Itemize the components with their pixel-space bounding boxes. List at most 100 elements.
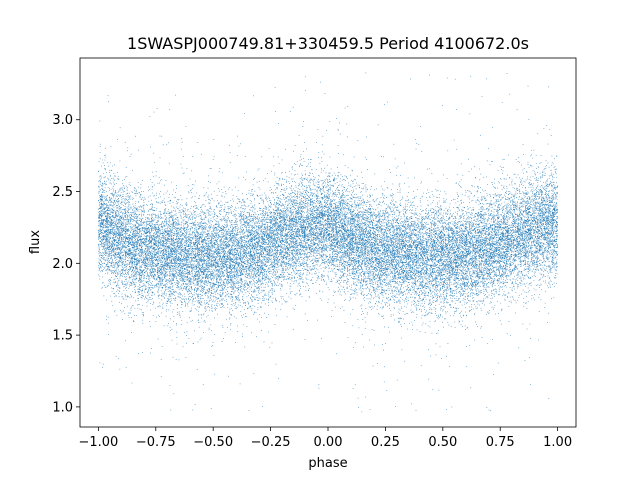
data-point — [515, 267, 517, 269]
data-point — [210, 273, 212, 274]
data-point — [296, 218, 297, 220]
data-point — [266, 265, 268, 266]
data-point — [260, 280, 261, 282]
data-point — [365, 308, 367, 309]
data-point — [328, 268, 330, 269]
data-point — [443, 201, 444, 203]
data-point — [189, 216, 190, 217]
data-point — [432, 268, 433, 269]
data-point — [375, 238, 376, 240]
data-point — [168, 231, 170, 233]
data-point — [537, 172, 539, 173]
data-point — [127, 296, 129, 298]
data-point — [494, 248, 496, 250]
data-point — [381, 261, 383, 262]
data-point — [264, 270, 266, 271]
data-point — [169, 385, 171, 386]
data-point — [234, 271, 236, 273]
data-point — [200, 251, 202, 252]
data-point — [477, 185, 479, 187]
data-point — [304, 237, 305, 238]
data-point — [263, 272, 265, 274]
data-point — [212, 342, 214, 343]
data-point — [408, 253, 409, 254]
data-point — [482, 283, 483, 284]
data-point — [379, 280, 381, 282]
data-point — [454, 289, 456, 291]
data-point — [366, 298, 368, 300]
data-point — [312, 232, 313, 233]
data-point — [454, 263, 456, 264]
data-point — [339, 202, 341, 204]
data-point — [132, 221, 134, 222]
data-point — [526, 235, 528, 237]
data-point — [276, 252, 278, 254]
data-point — [275, 267, 277, 269]
data-point — [375, 236, 377, 238]
data-point — [264, 275, 266, 277]
data-point — [427, 200, 429, 202]
data-point — [111, 277, 113, 279]
data-point — [420, 294, 422, 295]
data-point — [174, 273, 176, 275]
data-point — [470, 289, 471, 291]
data-point — [121, 255, 123, 256]
data-point — [430, 291, 431, 292]
data-point — [116, 271, 117, 273]
data-point — [207, 278, 209, 280]
data-point — [180, 240, 181, 242]
data-point — [252, 277, 254, 279]
data-point — [551, 201, 553, 202]
data-point — [446, 355, 447, 357]
data-point — [308, 197, 310, 198]
data-point — [362, 270, 364, 272]
data-point — [394, 319, 395, 321]
data-point — [116, 237, 118, 238]
data-point — [138, 226, 139, 227]
data-point — [291, 280, 293, 282]
data-point — [364, 209, 366, 210]
data-point — [263, 258, 265, 260]
data-point — [116, 201, 118, 202]
data-point — [314, 271, 316, 272]
data-point — [547, 259, 549, 260]
data-point — [250, 306, 252, 307]
data-point — [309, 273, 310, 275]
data-point — [224, 240, 226, 242]
data-point — [252, 276, 254, 278]
data-point — [175, 250, 177, 251]
data-point — [362, 213, 364, 215]
data-point — [210, 265, 212, 267]
data-point — [552, 267, 554, 268]
data-point — [362, 212, 364, 214]
data-point — [350, 211, 352, 213]
data-point — [249, 252, 251, 254]
data-point — [285, 279, 287, 280]
data-point — [466, 277, 467, 278]
data-point — [467, 253, 469, 255]
data-point — [478, 240, 480, 242]
data-point — [309, 218, 311, 219]
data-point — [497, 212, 498, 214]
data-point — [472, 247, 474, 248]
data-point — [328, 216, 329, 218]
data-point — [190, 310, 191, 312]
data-point — [177, 280, 179, 282]
data-point — [112, 305, 114, 306]
data-point — [396, 302, 397, 304]
data-point — [111, 255, 112, 256]
data-point — [391, 295, 392, 297]
data-point — [280, 225, 282, 227]
data-point — [242, 268, 244, 270]
data-point — [158, 294, 160, 296]
data-point — [475, 273, 477, 275]
data-point — [451, 268, 453, 270]
data-point — [177, 295, 179, 297]
data-point — [388, 247, 390, 249]
data-point — [186, 214, 188, 215]
data-point — [304, 170, 306, 172]
data-point — [390, 257, 391, 259]
data-point — [320, 225, 321, 226]
data-point — [118, 251, 120, 253]
data-point — [478, 224, 480, 225]
